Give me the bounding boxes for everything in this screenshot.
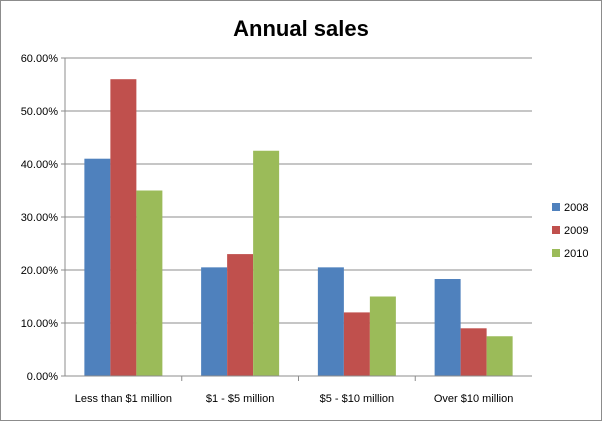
chart-title: Annual sales bbox=[233, 16, 369, 41]
bar-2010 bbox=[486, 336, 513, 376]
x-axis-ticks: Less than $1 million $1 - $5 million $5 - … bbox=[75, 376, 513, 405]
bar-2008 bbox=[434, 279, 461, 376]
legend-label: 2009 bbox=[564, 225, 588, 237]
x-tick-label: Less than $1 million bbox=[75, 393, 172, 405]
y-tick-label: 20.00% bbox=[21, 265, 59, 277]
bar-2010 bbox=[253, 150, 280, 376]
bars bbox=[84, 79, 513, 376]
y-tick-label: 30.00% bbox=[21, 212, 59, 224]
bar-2009 bbox=[343, 312, 370, 376]
legend-label: 2008 bbox=[564, 202, 588, 214]
x-tick-label: Over $10 million bbox=[434, 393, 513, 405]
legend-swatch-2010 bbox=[552, 249, 560, 257]
bar-2010 bbox=[136, 190, 163, 376]
y-axis-ticks: 0.00% 10.00% 20.00% 30.00% 40.00% 50.00% 60.00… bbox=[21, 53, 65, 383]
y-tick-label: 10.00% bbox=[21, 318, 59, 330]
bar-2009 bbox=[110, 79, 137, 376]
y-tick-label: 60.00% bbox=[21, 53, 59, 65]
bar-2008 bbox=[201, 267, 228, 376]
y-tick-label: 40.00% bbox=[21, 159, 59, 171]
x-tick-label: $5 - $10 million bbox=[320, 393, 395, 405]
x-tick-label: $1 - $5 million bbox=[206, 393, 274, 405]
legend: 2008 2009 2010 bbox=[552, 202, 588, 260]
bar-2009 bbox=[460, 328, 487, 376]
legend-swatch-2008 bbox=[552, 203, 560, 211]
legend-label: 2010 bbox=[564, 248, 588, 260]
bar-2009 bbox=[227, 254, 254, 376]
legend-swatch-2009 bbox=[552, 226, 560, 234]
y-tick-label: 50.00% bbox=[21, 106, 59, 118]
bar-2008 bbox=[317, 267, 344, 376]
bar-2010 bbox=[369, 296, 396, 376]
y-tick-label: 0.00% bbox=[27, 371, 58, 383]
bar-2008 bbox=[84, 158, 111, 376]
